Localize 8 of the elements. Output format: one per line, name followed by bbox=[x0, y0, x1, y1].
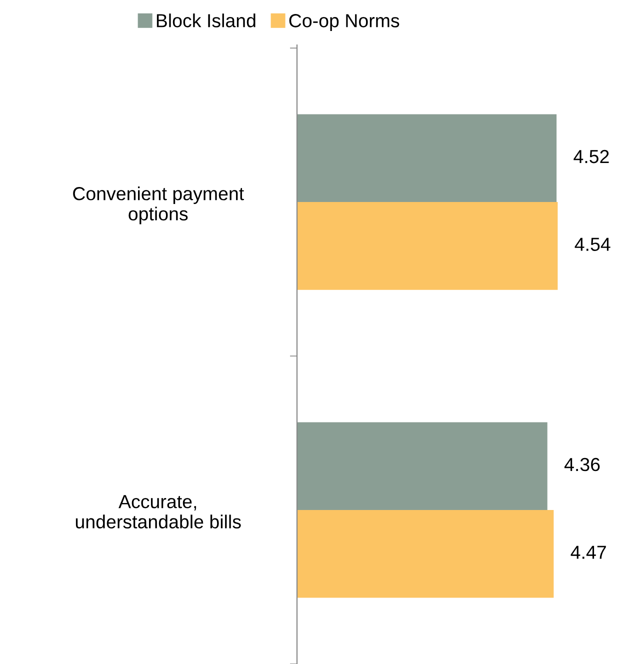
data-label: 4.52 bbox=[574, 150, 609, 164]
data-label: 4.54 bbox=[574, 238, 610, 251]
legend-label: Co-op Norms bbox=[289, 14, 400, 32]
legend-label: Block Island bbox=[156, 14, 256, 28]
y-tick-label: Accurate, understandable bills bbox=[76, 495, 241, 528]
y-tick-label: Convenient payment options bbox=[73, 186, 244, 224]
data-label: 4.36 bbox=[564, 458, 600, 472]
data-label: 4.47 bbox=[570, 546, 606, 559]
